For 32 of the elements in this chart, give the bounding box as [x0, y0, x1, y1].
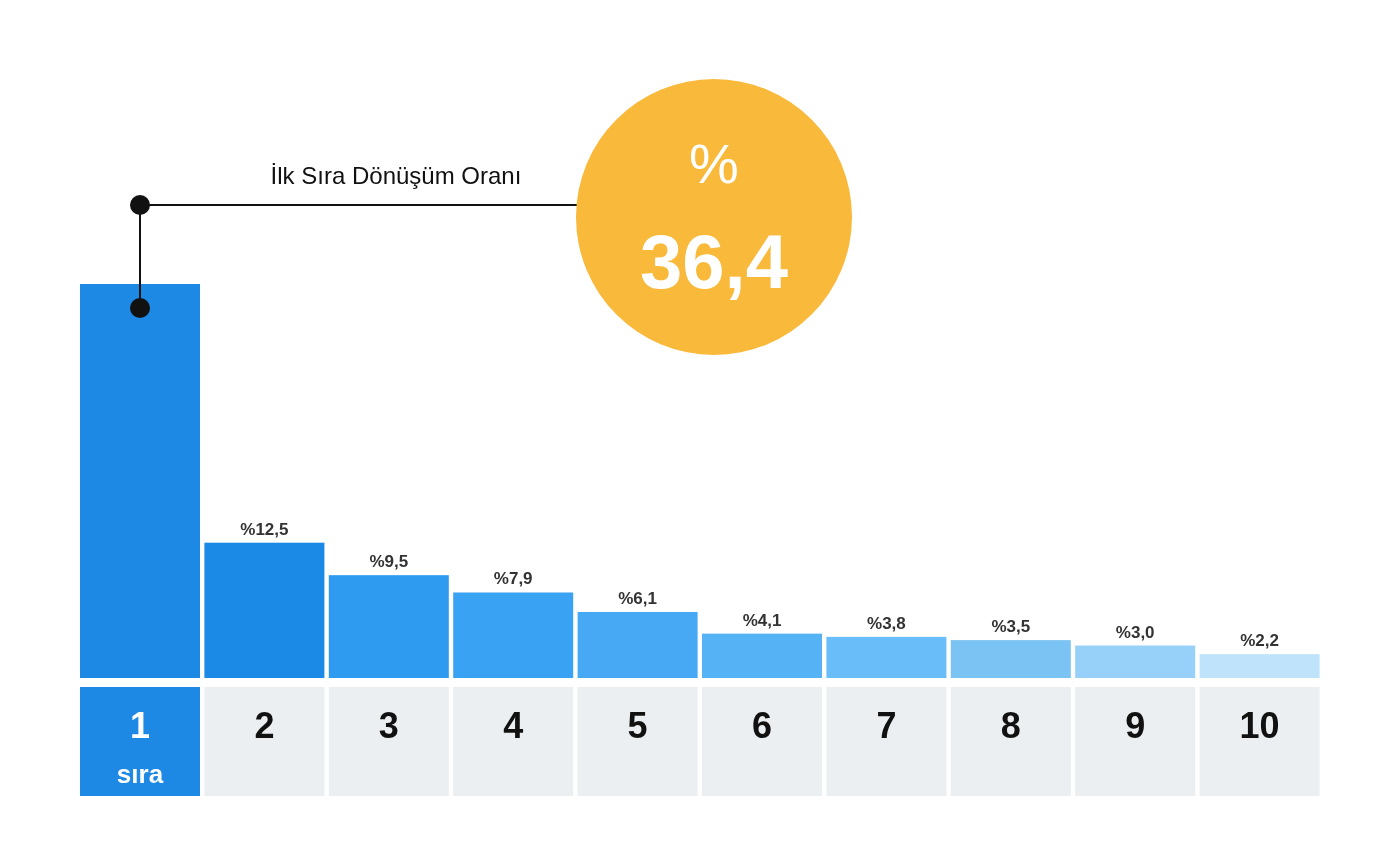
- x-tick-label: 8: [1000, 705, 1021, 746]
- data-label: %4,1: [742, 610, 782, 630]
- x-tick-label: 2: [254, 705, 275, 746]
- bar: [826, 636, 947, 678]
- bar: [1199, 654, 1320, 678]
- x-tick-label: 10: [1239, 705, 1280, 746]
- data-label: %3,5: [991, 617, 1031, 637]
- data-label: %3,0: [1115, 622, 1155, 642]
- text: İlk Sıra Dönüşüm Oranı: [270, 162, 522, 189]
- data-label: %7,9: [493, 569, 533, 589]
- data-label: %6,1: [618, 588, 657, 608]
- x-tick-label: 6: [751, 705, 773, 746]
- data-label: %36,4: [640, 132, 788, 304]
- bar: [453, 592, 574, 678]
- data-label: %2,2: [1240, 631, 1279, 651]
- data-label: %9,5: [369, 552, 409, 572]
- bar: [328, 575, 449, 678]
- x-tick-label: 9: [1125, 705, 1146, 746]
- bar: [204, 542, 325, 678]
- data-label: %12,5: [240, 519, 289, 539]
- x-tick-label: 5: [627, 705, 648, 746]
- x-tick-label: 4: [503, 705, 524, 746]
- x-tick-label: 3: [378, 705, 399, 746]
- x-tick-label: 7: [876, 705, 897, 746]
- bar: [577, 611, 698, 678]
- bar: [950, 640, 1071, 678]
- bar: [702, 633, 822, 678]
- bar: [80, 284, 200, 678]
- x-tick-label: 1: [129, 705, 151, 746]
- text: sıra: [116, 759, 164, 789]
- bar: [1075, 645, 1196, 678]
- data-label: %3,8: [867, 613, 906, 633]
